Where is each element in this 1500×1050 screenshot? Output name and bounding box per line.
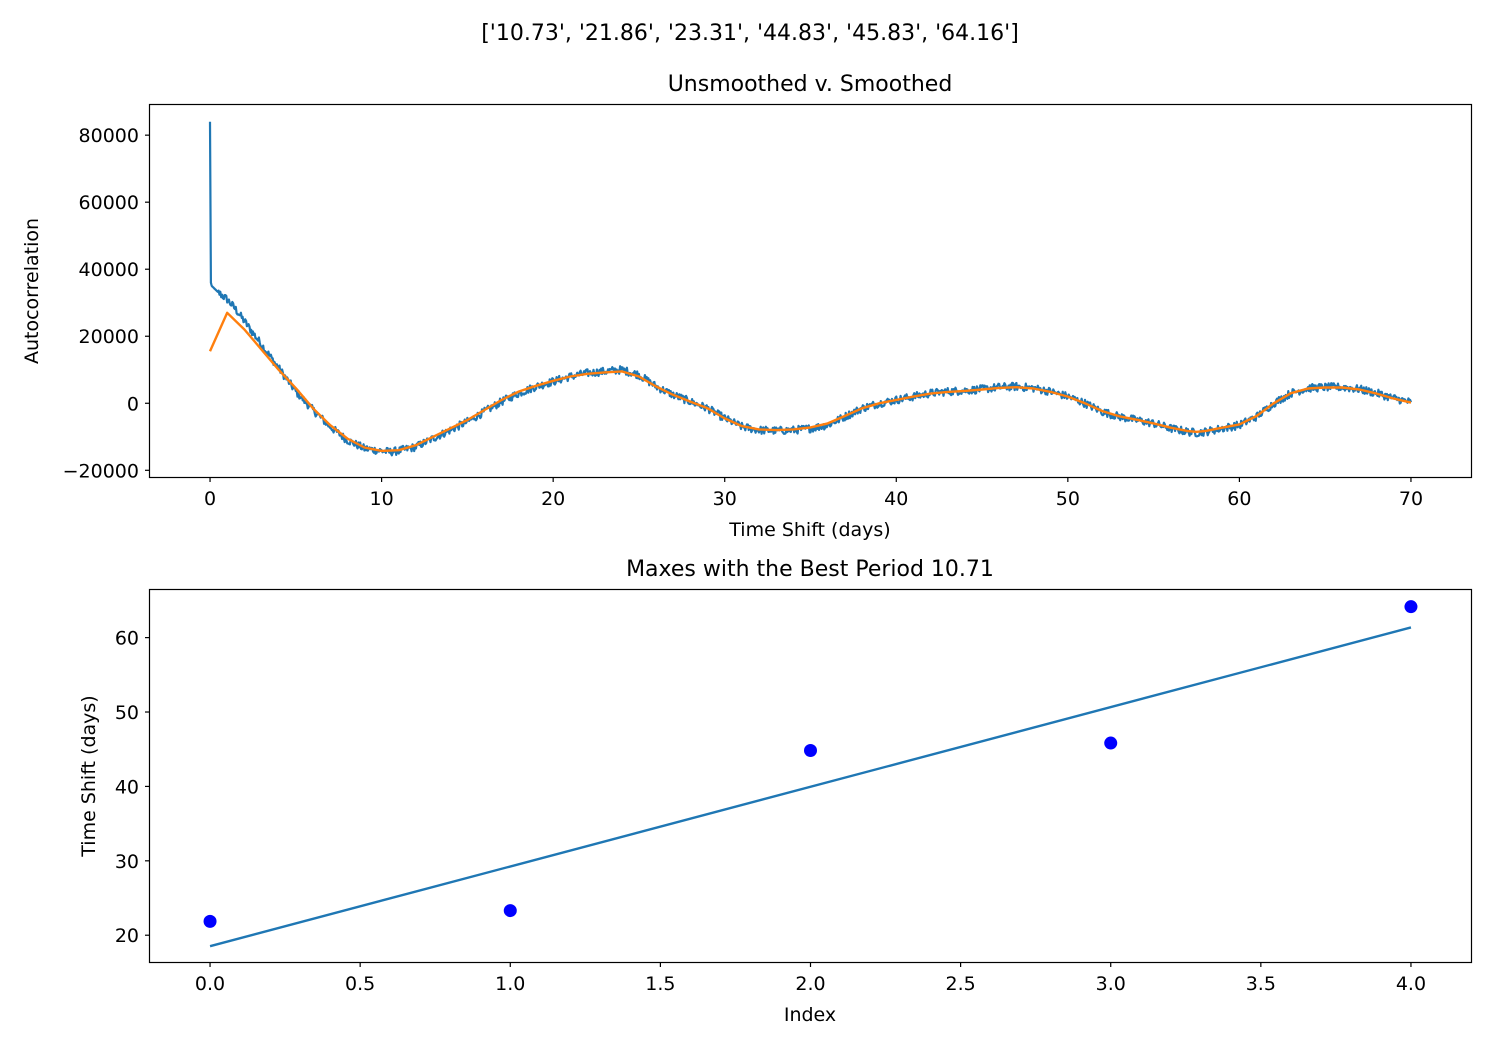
y-tick-label: 0 [127, 393, 139, 415]
x-axis-label: Index [784, 1004, 836, 1026]
y-tick-label: 60000 [79, 192, 139, 214]
data-point [804, 743, 817, 757]
x-tick-label: 50 [1056, 488, 1080, 510]
chart-title: Unsmoothed v. Smoothed [668, 72, 953, 97]
x-tick-label: 1.5 [645, 973, 675, 995]
x-tick-label: 30 [713, 488, 737, 510]
data-point [503, 904, 517, 918]
x-tick-label: 0.5 [345, 973, 375, 995]
x-tick-label: 40 [884, 488, 908, 510]
x-tick-label: 1.0 [495, 973, 525, 995]
data-point [203, 914, 217, 928]
data-point [1104, 736, 1118, 750]
y-tick-label: 80000 [79, 125, 139, 147]
x-tick-label: 0 [204, 488, 216, 510]
x-tick-label: 3.5 [1246, 973, 1276, 995]
chart-title: Maxes with the Best Period 10.71 [626, 557, 994, 582]
x-tick-label: 3.0 [1096, 973, 1126, 995]
x-tick-label: 10 [370, 488, 394, 510]
x-axis-label: Time Shift (days) [728, 519, 890, 541]
x-tick-label: 2.5 [946, 973, 976, 995]
fit-line [209, 626, 1412, 948]
series-line-smoothed [208, 311, 1412, 453]
plot-area [203, 600, 1418, 948]
y-tick-label: −20000 [63, 460, 139, 482]
y-tick-label: 30 [115, 851, 139, 873]
y-axis-label: Time Shift (days) [78, 695, 100, 857]
axes-frame [148, 588, 1473, 964]
x-tick-label: 70 [1399, 488, 1423, 510]
autocorrelation-chart: Unsmoothed v. Smoothed 0 10 20 30 40 50 60 70 −2… [21, 72, 1473, 541]
y-axis-label: Autocorrelation [21, 218, 43, 364]
y-tick-label: 60 [115, 628, 139, 650]
tick-group: 0 10 20 30 40 50 60 70 −20000 0 20000 40000 60000 800… [63, 125, 1423, 510]
axes-frame [148, 103, 1473, 479]
y-tick-label: 40 [115, 776, 139, 798]
x-tick-label: 4.0 [1396, 973, 1426, 995]
data-point [1404, 600, 1418, 614]
y-tick-label: 50 [115, 702, 139, 724]
y-tick-label: 20000 [79, 326, 139, 348]
x-tick-label: 60 [1227, 488, 1251, 510]
tick-group: 0.0 0.5 1.0 1.5 2.0 2.5 3.0 3.5 4.0 20 30 40 50 60 [115, 628, 1426, 995]
x-tick-label: 2.0 [795, 973, 825, 995]
plot-area [208, 121, 1413, 457]
y-tick-label: 40000 [79, 259, 139, 281]
x-tick-label: 20 [541, 488, 565, 510]
y-tick-label: 20 [115, 925, 139, 947]
maxes-chart: Maxes with the Best Period 10.71 0.0 0.5 1… [78, 557, 1473, 1026]
x-tick-label: 0.0 [195, 973, 225, 995]
figure-suptitle: ['10.73', '21.86', '23.31', '44.83', '45… [481, 21, 1019, 46]
